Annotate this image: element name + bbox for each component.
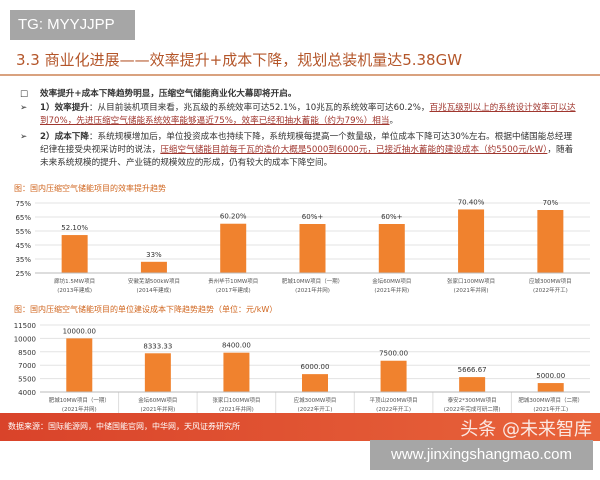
bullet-highlight: 百兆瓦级别以上的系统设计效率可以达到70%，先进压缩空气储能系统效率能够逼近75… — [40, 103, 576, 126]
bullet-tail: 。 — [389, 116, 399, 126]
chart2-title: 图：国内压缩空气储能项目的单位建设成本下降趋势趋势（单位：元/kW） — [14, 305, 278, 314]
x-tick-label: (2013年建成) — [57, 286, 92, 294]
source-note: 数据来源：国际能源网，中储国能官网，中华网，天风证券研究所 — [8, 422, 240, 431]
tg-watermark: TG: MYYJJPP — [10, 10, 135, 40]
y-tick-label: 75% — [15, 200, 31, 208]
bullet-marker: ➢ — [20, 103, 28, 113]
bullet-item: ➢ 2）成本下降：系统规模增加后，单位投资成本也持续下降，系统规模每提高一个数量级… — [20, 131, 580, 170]
y-tick-label: 65% — [15, 214, 31, 222]
bar — [459, 377, 486, 392]
bar — [66, 338, 93, 392]
data-label: 60%+ — [381, 213, 403, 221]
bar — [61, 235, 88, 273]
y-tick-label: 8500 — [18, 349, 36, 357]
bar — [140, 261, 167, 273]
efficiency-chart: 25% 35% 45% 55% 65% 75% 52.10% 廊坊1.5MW项目(2013年建… — [15, 198, 590, 294]
x-tick-label: 泰安2*300MW项目 — [448, 396, 497, 404]
page-title: 3.3 商业化进展——效率提升+成本下降，规划总装机量达5.38GW — [16, 51, 463, 69]
bar — [302, 374, 328, 392]
bullet-heading: 2）成本下降 — [40, 132, 89, 142]
bullet-item: ➢ 1）效率提升：从目前装机项目来看，兆瓦级的系统效率可达52.1%，10兆瓦的系… — [20, 102, 580, 128]
data-label: 60%+ — [302, 213, 324, 221]
y-tick-label: 11500 — [14, 322, 36, 330]
data-label: 60.20% — [220, 213, 247, 221]
bar — [144, 353, 171, 392]
bullet-heading: 效率提升+成本下降趋势明显，压缩空气储能商业化大幕即将开启。 — [40, 89, 297, 99]
bullet-item: □ 效率提升+成本下降趋势明显，压缩空气储能商业化大幕即将开启。 — [20, 88, 580, 101]
x-tick-label: (2021年并网) — [62, 405, 97, 413]
bullet-highlight: 压缩空气储能目前每千瓦的造价大概是5000到6000元，已接近抽水蓄能的建设成本… — [160, 145, 548, 155]
title-divider — [0, 74, 600, 76]
x-tick-label: (2022年开工) — [298, 405, 333, 413]
data-label: 6000.00 — [301, 363, 330, 371]
bullet-text: ：从目前装机项目来看，兆瓦级的系统效率可达52.1%，10兆瓦的系统效率可达60… — [88, 103, 430, 113]
cost-chart: 4000 5500 7000 8500 10000 11500 10000.00 肥城10MW… — [14, 322, 590, 414]
x-tick-label: 廊坊1.5MW项目 — [54, 277, 95, 285]
data-label: 52.10% — [61, 224, 88, 232]
data-label: 70% — [543, 199, 559, 207]
data-label: 10000.00 — [63, 327, 96, 335]
x-tick-label: (2017年建成) — [216, 286, 251, 294]
y-tick-label: 7000 — [18, 362, 36, 370]
data-label: 7500.00 — [379, 350, 408, 358]
bar — [378, 224, 405, 273]
x-tick-label: 安徽芜湖500kW项目 — [128, 277, 180, 285]
x-tick-label: (2022年开工) — [376, 405, 411, 413]
x-tick-label: 张家口100MW项目 — [447, 277, 495, 285]
x-tick-label: (2021年并网) — [295, 286, 330, 294]
x-tick-label: 金坛60MW项目 — [372, 277, 411, 285]
x-tick-label: (2014年建成) — [137, 286, 172, 294]
x-tick-label: (2022年完成可研二期) — [444, 405, 501, 413]
x-tick-label: 张家口100MW项目 — [212, 396, 260, 404]
url-watermark: www.jinxingshangmao.com — [370, 440, 593, 470]
x-tick-label: (2021年开工) — [533, 405, 568, 413]
y-tick-label: 10000 — [14, 335, 36, 343]
x-tick-label: 应城300MW项目 — [294, 396, 337, 404]
bullet-marker: □ — [20, 89, 29, 99]
x-tick-label: 肥城300MW项目（二期） — [518, 397, 583, 404]
data-label: 8333.33 — [143, 342, 172, 350]
bar — [380, 360, 407, 392]
footer-band: 数据来源：国际能源网，中储国能官网，中华网，天风证券研究所 头条 @未来智库 — [0, 413, 600, 441]
x-tick-label: 应城300MW项目 — [529, 277, 572, 285]
bar — [537, 383, 564, 392]
data-label: 33% — [146, 251, 162, 259]
x-tick-label: (2021年并网) — [219, 405, 254, 413]
chart1-title: 图：国内压缩空气储能项目的效率提升趋势 — [14, 184, 166, 193]
y-tick-label: 5500 — [18, 376, 36, 384]
bar — [458, 209, 485, 273]
bar — [223, 352, 250, 392]
x-tick-label: 贵州毕节10MW项目 — [208, 277, 258, 285]
y-tick-label: 35% — [15, 256, 31, 264]
y-tick-label: 25% — [15, 270, 31, 278]
x-tick-label: (2022年开工) — [533, 286, 568, 294]
bar — [537, 210, 564, 273]
x-tick-label: 平顶山200MW项目 — [369, 396, 417, 404]
toutiao-watermark: 头条 @未来智库 — [460, 419, 592, 440]
y-tick-label: 55% — [15, 228, 31, 236]
x-tick-label: 金坛60MW项目 — [138, 396, 177, 404]
y-tick-label: 45% — [15, 242, 31, 250]
bullet-marker: ➢ — [20, 132, 28, 142]
x-tick-label: (2021年并网) — [454, 286, 489, 294]
x-tick-label: (2021年并网) — [140, 405, 175, 413]
x-tick-label: 肥城10MW项目（一期） — [49, 397, 110, 404]
y-tick-label: 4000 — [18, 389, 36, 397]
data-label: 5666.67 — [458, 366, 487, 374]
bullet-heading: 1）效率提升 — [40, 103, 89, 113]
bar — [299, 224, 326, 273]
bullet-text: ：系统规模增加后，单位投资成本也持续下降，系统规模每提高一个数量级，单位成本下降… — [40, 132, 573, 155]
data-label: 8400.00 — [222, 342, 251, 350]
data-label: 70.40% — [458, 198, 485, 206]
x-tick-label: 肥城10MW项目（一期） — [282, 278, 343, 285]
bullet-tail: ，随着未来系统规模的提升、产业链的规模效应的形成，仍有较大的成本下降空间。 — [40, 145, 574, 168]
data-label: 5000.00 — [536, 372, 565, 380]
bar — [220, 223, 247, 273]
x-tick-label: (2021年并网) — [374, 286, 409, 294]
